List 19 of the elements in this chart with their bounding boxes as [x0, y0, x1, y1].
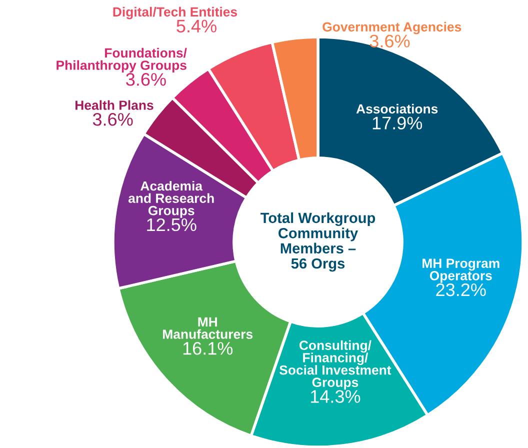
data-label: 5.4%: [176, 20, 216, 32]
data-label: 23.2%: [436, 283, 486, 296]
data-label: 14.3%: [310, 390, 360, 403]
slice-label: Foundations/ Philanthropy Groups: [56, 48, 187, 73]
data-label: 3.6%: [92, 112, 133, 126]
data-label: 12.5%: [147, 218, 196, 232]
text: Total Workgroup Community Members – 56 Orgs: [260, 212, 376, 272]
slice-label: MH Manufacturers: [163, 317, 253, 339]
slice-label: Health Plans: [76, 100, 154, 110]
data-label: 3.6%: [126, 73, 166, 86]
slice-label: Government Agencies: [322, 22, 462, 34]
data-label: 16.1%: [183, 342, 233, 355]
slice-label: Associations: [356, 104, 438, 114]
slice-label: Digital/Tech Entities: [113, 6, 237, 20]
data-label: 3.6%: [370, 34, 410, 48]
slice-label: Consulting/ Financing/ Social Investment Groups: [279, 340, 392, 390]
slice-label: MH Program Operators: [422, 258, 500, 283]
data-label: 17.9%: [372, 116, 422, 130]
slice-label: Academia and Research Groups: [128, 180, 214, 218]
